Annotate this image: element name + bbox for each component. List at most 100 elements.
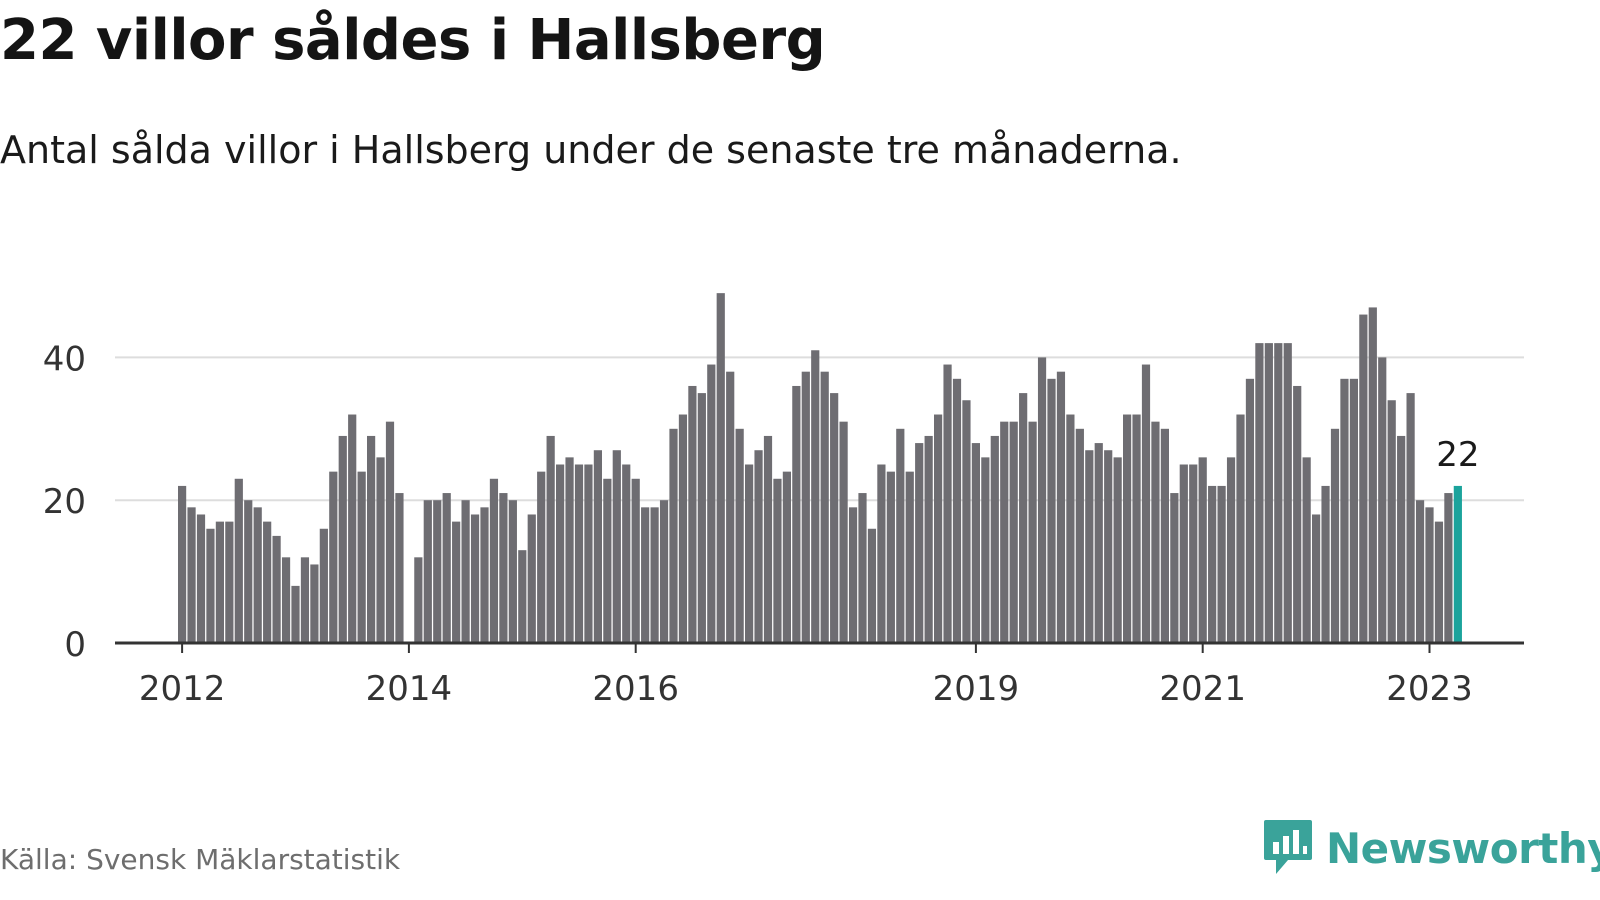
bar bbox=[480, 507, 489, 643]
bar bbox=[187, 507, 196, 643]
bar bbox=[452, 521, 461, 643]
bar bbox=[1415, 500, 1425, 643]
bar bbox=[518, 550, 527, 643]
bar bbox=[669, 428, 678, 643]
bar bbox=[385, 421, 395, 643]
bar bbox=[697, 393, 706, 643]
x-tick-label: 2012 bbox=[139, 669, 226, 709]
bar bbox=[300, 557, 310, 643]
bar bbox=[1274, 343, 1283, 643]
bar bbox=[281, 557, 291, 643]
bar bbox=[1368, 307, 1377, 643]
bar bbox=[1160, 428, 1169, 643]
bar bbox=[877, 464, 886, 643]
bar bbox=[253, 507, 262, 643]
bar bbox=[1047, 378, 1056, 643]
bar bbox=[433, 500, 442, 643]
bar bbox=[782, 471, 791, 643]
bar bbox=[1444, 493, 1453, 643]
bar bbox=[1009, 421, 1018, 643]
bar bbox=[934, 414, 943, 643]
labels: 0 20 40 2012 2014 2016 2019 2021 2023 22 bbox=[43, 339, 1480, 709]
data-label-latest: 22 bbox=[1436, 435, 1479, 475]
bar bbox=[348, 414, 357, 643]
bar bbox=[1378, 357, 1387, 643]
chart-subtitle: Antal sålda villor i Hallsberg under de … bbox=[0, 128, 1182, 172]
bar bbox=[1094, 443, 1103, 643]
bar bbox=[395, 493, 404, 643]
bar bbox=[848, 507, 858, 643]
bar bbox=[1312, 514, 1321, 643]
bar bbox=[1302, 457, 1311, 643]
gridlines bbox=[115, 356, 1524, 502]
bar bbox=[830, 393, 839, 643]
y-tick-label: 40 bbox=[43, 339, 86, 379]
bar bbox=[1226, 457, 1236, 643]
bar bbox=[470, 514, 480, 643]
bar bbox=[1340, 378, 1349, 643]
bar bbox=[225, 521, 234, 643]
bar bbox=[678, 414, 688, 643]
bar bbox=[631, 478, 640, 643]
bar bbox=[291, 585, 300, 643]
bar bbox=[584, 464, 593, 643]
bar bbox=[716, 293, 725, 643]
bar bbox=[1245, 378, 1255, 643]
bar bbox=[263, 521, 272, 643]
bar bbox=[527, 514, 536, 643]
bar bbox=[499, 493, 508, 643]
bar bbox=[943, 364, 952, 643]
bar bbox=[707, 364, 716, 643]
bar bbox=[745, 464, 754, 643]
bar bbox=[622, 464, 631, 643]
bar bbox=[1066, 414, 1075, 643]
bar bbox=[981, 457, 990, 643]
bar bbox=[206, 528, 215, 643]
bar bbox=[1056, 371, 1066, 643]
bar bbox=[726, 371, 735, 643]
axes bbox=[115, 641, 1524, 653]
bar bbox=[1330, 428, 1340, 643]
source-note: Källa: Svensk Mäklarstatistik bbox=[0, 843, 401, 876]
bar bbox=[556, 464, 565, 643]
bar bbox=[1283, 343, 1292, 643]
bar bbox=[905, 471, 914, 643]
bar bbox=[1397, 435, 1406, 643]
bar bbox=[178, 485, 187, 643]
newsworthy-logo-icon bbox=[1264, 820, 1312, 874]
bar bbox=[1123, 414, 1132, 643]
bar bbox=[659, 500, 669, 643]
bar bbox=[962, 400, 971, 643]
y-tick-label: 20 bbox=[43, 482, 86, 522]
bar bbox=[272, 535, 281, 643]
bar bbox=[896, 428, 905, 643]
bar bbox=[367, 435, 376, 643]
bar bbox=[215, 521, 224, 643]
brand[interactable]: Newsworthy bbox=[1262, 818, 1600, 878]
bar bbox=[329, 471, 338, 643]
bar bbox=[1104, 450, 1113, 643]
bar bbox=[688, 385, 697, 643]
bar bbox=[1236, 414, 1245, 643]
x-tick-label: 2021 bbox=[1159, 669, 1246, 709]
brand-name: Newsworthy bbox=[1326, 823, 1600, 873]
bar bbox=[952, 378, 962, 643]
bar bbox=[820, 371, 829, 643]
bar bbox=[1387, 400, 1396, 643]
bar bbox=[1075, 428, 1084, 643]
bar bbox=[1198, 457, 1207, 643]
bar bbox=[1151, 421, 1160, 643]
bar bbox=[650, 507, 659, 643]
bar bbox=[414, 557, 423, 643]
x-tick-label: 2019 bbox=[933, 669, 1020, 709]
bar bbox=[915, 443, 924, 643]
bar bbox=[1170, 493, 1179, 643]
x-tick-label: 2014 bbox=[366, 669, 453, 709]
bar bbox=[763, 435, 773, 643]
bar bbox=[508, 500, 517, 643]
bar bbox=[234, 478, 243, 643]
bar bbox=[1293, 385, 1302, 643]
bar bbox=[858, 493, 867, 643]
bar bbox=[196, 514, 206, 643]
bar bbox=[801, 371, 810, 643]
